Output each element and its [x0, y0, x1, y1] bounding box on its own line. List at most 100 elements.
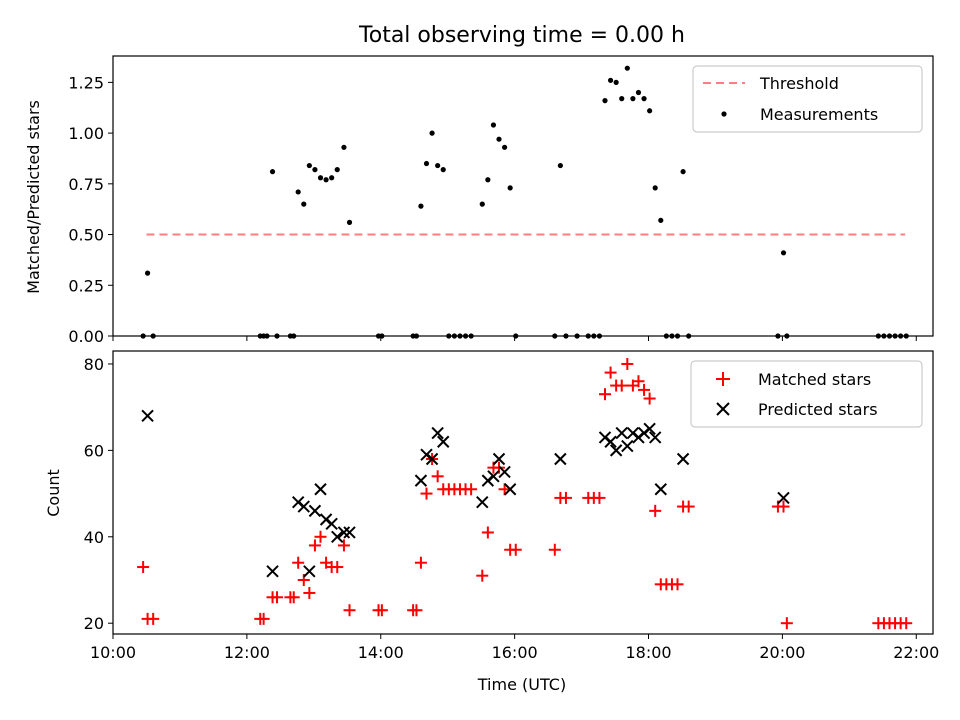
bottom-y-tick-label: 60 — [84, 441, 104, 460]
top-plot-marks — [140, 65, 909, 339]
x-axis-label: Time (UTC) — [477, 675, 566, 694]
matched-star-point — [604, 366, 617, 379]
top-legend: Threshold Measurements — [692, 65, 923, 133]
measurement-point — [557, 162, 563, 169]
predicted-star-point — [503, 483, 517, 496]
matched-star-point — [331, 561, 344, 574]
predicted-star-point — [308, 504, 322, 518]
predicted-star-point — [554, 452, 567, 466]
legend-threshold-label: Threshold — [759, 74, 839, 93]
bottom-y-tick-label: 80 — [84, 355, 104, 374]
predicted-star-point — [337, 526, 351, 539]
matched-star-point — [559, 491, 572, 504]
matched-star-point — [632, 375, 645, 388]
matched-star-point — [593, 491, 606, 504]
matched-star-point — [649, 504, 662, 517]
matched-star-point — [777, 500, 790, 513]
predicted-star-point — [604, 435, 617, 448]
measurement-point — [652, 185, 658, 191]
top-axes: 0.00 0.25 0.50 0.75 1.00 1.25 — [68, 73, 917, 346]
top-y-tick-label: 0.25 — [68, 276, 104, 295]
predicted-star-point — [314, 483, 327, 496]
predicted-star-point — [141, 409, 154, 423]
top-y-tick-label: 0.75 — [68, 175, 104, 194]
top-y-axis-label: Matched/Predicted stars — [24, 100, 43, 294]
measurement-point — [329, 175, 335, 181]
measurement-point — [479, 201, 485, 207]
matched-star-point — [414, 556, 427, 569]
x-tick-label: 16:00 — [492, 643, 538, 662]
predicted-star-point — [777, 491, 790, 505]
measurement-point — [680, 169, 686, 175]
measurement-point — [323, 177, 329, 183]
predicted-star-point — [654, 483, 667, 496]
measurement-point — [607, 77, 614, 83]
top-legend-box — [692, 65, 923, 133]
predicted-star-point — [676, 452, 690, 466]
legend-measurements-label: Measurements — [760, 105, 878, 124]
bottom-legend: Matched stars Predicted stars — [690, 360, 923, 428]
bottom-panel: 20 40 60 80 10:00 12:00 14:00 16:00 18:00 20:00 22… — [44, 350, 940, 694]
measurement-point — [306, 162, 312, 169]
matched-star-point — [308, 539, 321, 552]
predicted-star-point — [621, 439, 634, 453]
predicted-star-point — [648, 431, 662, 444]
matched-star-point — [343, 604, 356, 617]
measurement-point — [295, 189, 301, 195]
matched-star-point — [465, 483, 478, 496]
bottom-plot-marks — [137, 357, 913, 630]
predicted-star-point — [643, 422, 656, 435]
matched-star-point — [481, 526, 494, 539]
matched-star-point — [420, 487, 433, 500]
measurement-point — [630, 96, 636, 102]
predicted-star-point — [297, 500, 310, 513]
matched-star-point — [615, 379, 628, 392]
matched-star-point — [671, 578, 684, 591]
predicted-star-point — [303, 565, 316, 578]
measurement-point — [490, 122, 497, 128]
predicted-star-point — [431, 426, 444, 440]
legend-predicted-swatch — [716, 402, 730, 416]
matched-star-point — [682, 500, 695, 513]
matched-star-point — [147, 612, 160, 625]
top-plot-frame — [112, 55, 934, 337]
predicted-star-point — [437, 435, 450, 448]
matched-star-point — [314, 530, 327, 543]
x-tick-label: 20:00 — [759, 643, 805, 662]
measurement-point — [496, 136, 502, 142]
chart-title: Total observing time = 0.00 h — [358, 23, 685, 48]
measurement-point — [635, 89, 642, 96]
measurement-point — [507, 185, 513, 191]
bottom-axes: 20 40 60 80 10:00 12:00 14:00 16:00 18:00 20:00 22… — [84, 355, 940, 662]
measurement-point — [144, 270, 151, 276]
matched-star-point — [137, 561, 150, 574]
measurement-point — [658, 217, 664, 223]
measurement-point — [440, 167, 446, 173]
measurement-point — [429, 130, 435, 136]
measurement-point — [301, 201, 307, 207]
matched-star-point — [257, 612, 270, 625]
measurement-point — [647, 108, 653, 114]
top-y-tick-label: 0.00 — [68, 327, 104, 346]
matched-star-point — [509, 543, 522, 556]
predicted-star-point — [266, 565, 279, 578]
predicted-star-point — [498, 465, 511, 479]
x-tick-label: 14:00 — [358, 643, 404, 662]
predicted-star-point — [343, 526, 356, 539]
measurement-point — [619, 96, 625, 102]
measurement-point — [613, 79, 619, 85]
matched-star-point — [476, 569, 489, 582]
top-y-tick-label: 1.00 — [68, 124, 104, 143]
predicted-star-point — [425, 452, 439, 466]
bottom-legend-box — [690, 360, 923, 428]
measurement-point — [341, 144, 347, 150]
top-panel: 0.00 0.25 0.50 0.75 1.00 1.25 Matched/Predict… — [24, 55, 934, 346]
matched-star-point — [287, 591, 300, 604]
matched-star-point — [621, 357, 634, 370]
measurement-point — [346, 219, 353, 225]
predicted-star-point — [476, 496, 489, 509]
measurement-point — [269, 169, 276, 175]
measurement-point — [641, 96, 647, 102]
matched-star-point — [548, 543, 561, 556]
